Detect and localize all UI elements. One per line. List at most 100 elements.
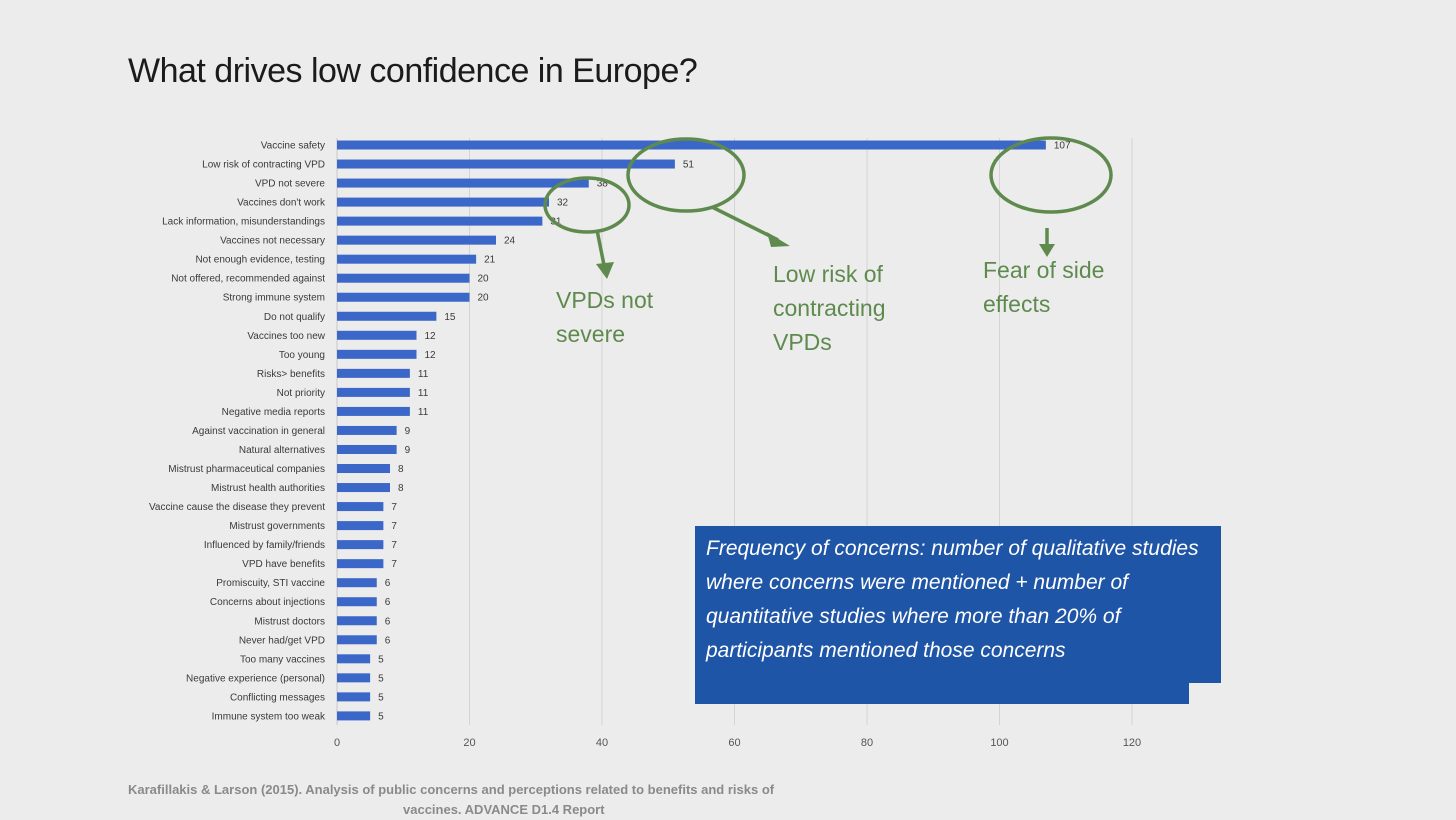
bar-not-enough-evidence-testing — [337, 254, 477, 264]
category-label-too-young: Too young — [279, 350, 325, 361]
circle-low-risk — [626, 137, 746, 213]
category-label-not-enough-evidence-testing: Not enough evidence, testing — [195, 255, 325, 266]
bar-not-priority — [337, 387, 410, 397]
value-label-promiscuity-sti-vaccine: 6 — [385, 578, 391, 589]
annotation-vpds-not-severe: VPDs not severe — [556, 287, 654, 347]
arrow-shaft-low-risk — [711, 205, 779, 242]
value-label-never-had-get-vpd: 6 — [385, 635, 391, 646]
value-label-vaccines-don-t-work: 32 — [557, 198, 569, 209]
bar-against-vaccination-in-general — [337, 425, 397, 435]
bar-vaccine-cause-the-disease-they-prevent — [337, 502, 384, 512]
bar-vaccines-don-t-work — [337, 197, 549, 207]
arrow-head-vpd-not-severe — [596, 262, 614, 279]
arrow-head-low-risk — [767, 232, 790, 247]
value-label-not-offered-recommended-against: 20 — [478, 274, 490, 285]
bar-mistrust-pharmaceutical-companies — [337, 464, 390, 474]
value-label-not-priority: 11 — [418, 388, 429, 399]
citation-line-2: vaccines. ADVANCE D1.4 Report — [403, 802, 605, 817]
category-label-not-priority: Not priority — [277, 388, 325, 399]
bar-mistrust-health-authorities — [337, 483, 390, 493]
category-label-lack-information-misunderstandings: Lack information, misunderstandings — [162, 217, 325, 228]
annotation-fear-side-effects: Fear of side effects — [983, 257, 1105, 317]
x-tick-120: 120 — [1123, 737, 1141, 749]
value-label-negative-media-reports: 11 — [418, 407, 429, 418]
bar-vaccines-not-necessary — [337, 235, 496, 245]
note-box — [695, 526, 1221, 704]
category-label-mistrust-pharmaceutical-companies: Mistrust pharmaceutical companies — [168, 464, 325, 475]
bar-natural-alternatives — [337, 444, 397, 454]
bar-never-had-get-vpd — [337, 635, 377, 645]
category-label-influenced-by-family-friends: Influenced by family/friends — [204, 540, 325, 551]
value-label-mistrust-doctors: 6 — [385, 616, 391, 627]
category-label-vaccines-don-t-work: Vaccines don't work — [237, 198, 326, 209]
bar-mistrust-governments — [337, 521, 384, 531]
category-label-vaccines-not-necessary: Vaccines not necessary — [220, 236, 325, 247]
value-label-low-risk-of-contracting-vpd: 51 — [683, 160, 695, 171]
bar-vaccine-safety — [337, 140, 1046, 150]
category-label-negative-experience-personal: Negative experience (personal) — [186, 673, 325, 684]
circle-fear-side-effects — [989, 136, 1113, 214]
category-label-concerns-about-injections: Concerns about injections — [210, 597, 325, 608]
bar-risks-benefits — [337, 368, 410, 378]
value-label-mistrust-health-authorities: 8 — [398, 483, 404, 494]
category-label-against-vaccination-in-general: Against vaccination in general — [192, 426, 325, 437]
value-label-too-young: 12 — [425, 350, 437, 361]
x-tick-80: 80 — [861, 737, 873, 749]
category-label-vaccines-too-new: Vaccines too new — [247, 331, 325, 342]
bar-vaccines-too-new — [337, 330, 417, 340]
slide-title: What drives low confidence in Europe? — [128, 52, 698, 90]
bar-vpd-have-benefits — [337, 559, 384, 569]
value-label-risks-benefits: 11 — [418, 369, 429, 380]
annotation-shapes — [543, 136, 1113, 279]
value-label-vpd-not-severe: 38 — [597, 179, 609, 190]
bar-concerns-about-injections — [337, 597, 377, 607]
annotation-low-risk: Low risk of contracting VPDs — [773, 261, 886, 355]
category-label-too-many-vaccines: Too many vaccines — [240, 654, 325, 665]
bar-strong-immune-system — [337, 292, 470, 302]
category-label-conflicting-messages: Conflicting messages — [230, 692, 325, 703]
value-label-mistrust-governments: 7 — [391, 521, 397, 532]
value-label-vpd-have-benefits: 7 — [391, 559, 397, 570]
value-label-against-vaccination-in-general: 9 — [405, 426, 411, 437]
value-label-vaccine-cause-the-disease-they-prevent: 7 — [391, 502, 397, 513]
value-label-vaccines-not-necessary: 24 — [504, 236, 516, 247]
citation-line-1: Karafillakis & Larson (2015). Analysis o… — [128, 782, 775, 797]
bar-too-young — [337, 349, 417, 359]
value-label-concerns-about-injections: 6 — [385, 597, 391, 608]
category-label-mistrust-governments: Mistrust governments — [229, 521, 325, 532]
bar-influenced-by-family-friends — [337, 540, 384, 550]
value-label-influenced-by-family-friends: 7 — [391, 540, 397, 551]
citation: Karafillakis & Larson (2015). Analysis o… — [128, 780, 948, 820]
bar-negative-media-reports — [337, 406, 410, 416]
bar-promiscuity-sti-vaccine — [337, 578, 377, 588]
bar-immune-system-too-weak — [337, 711, 371, 721]
category-label-vaccine-safety: Vaccine safety — [261, 141, 325, 152]
value-label-do-not-qualify: 15 — [444, 312, 456, 323]
bars — [337, 140, 1046, 721]
value-label-conflicting-messages: 5 — [378, 692, 384, 703]
value-label-not-enough-evidence-testing: 21 — [484, 255, 496, 266]
category-label-risks-benefits: Risks> benefits — [257, 369, 325, 380]
x-axis-ticks: 0 20 40 60 80 100 120 — [334, 737, 1141, 749]
category-label-vpd-not-severe: VPD not severe — [255, 179, 325, 190]
value-label-natural-alternatives: 9 — [405, 445, 411, 456]
bar-lack-information-misunderstandings — [337, 216, 543, 226]
category-label-vpd-have-benefits: VPD have benefits — [242, 559, 325, 570]
arrow-head-fear — [1039, 244, 1055, 257]
category-label-not-offered-recommended-against: Not offered, recommended against — [171, 274, 325, 285]
note-box-notch — [1189, 683, 1223, 705]
category-label-negative-media-reports: Negative media reports — [222, 407, 325, 418]
note-text: Frequency of concerns: number of qualita… — [706, 537, 1199, 662]
x-tick-40: 40 — [596, 737, 608, 749]
category-label-low-risk-of-contracting-vpd: Low risk of contracting VPD — [202, 160, 325, 171]
circle-vpd-not-severe — [543, 176, 631, 234]
category-labels: Vaccine safety Low risk of contracting VP… — [149, 141, 326, 723]
bar-not-offered-recommended-against — [337, 273, 470, 283]
category-label-promiscuity-sti-vaccine: Promiscuity, STI vaccine — [216, 578, 325, 589]
category-label-immune-system-too-weak: Immune system too weak — [212, 711, 326, 722]
category-label-mistrust-health-authorities: Mistrust health authorities — [211, 483, 325, 494]
value-label-vaccines-too-new: 12 — [425, 331, 437, 342]
category-label-strong-immune-system: Strong immune system — [223, 293, 325, 304]
category-label-never-had-get-vpd: Never had/get VPD — [239, 635, 325, 646]
